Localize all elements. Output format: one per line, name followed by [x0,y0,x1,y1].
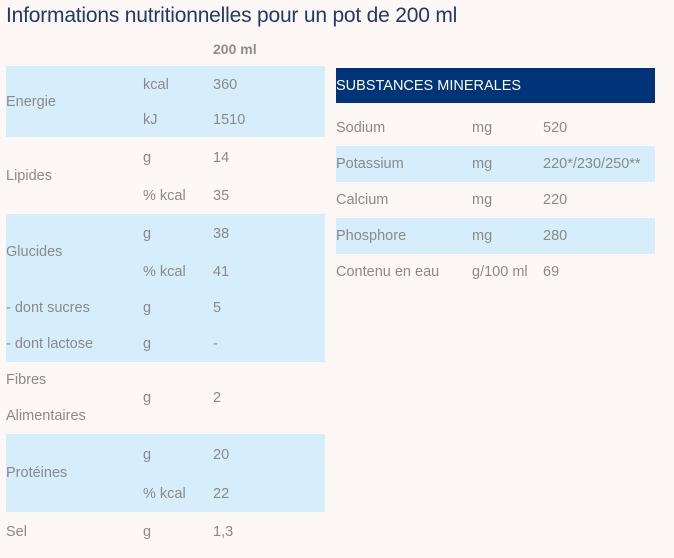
group-label: Glucides [6,244,63,260]
unit-cell: % kcal [143,188,186,204]
group-label: Lipides [6,167,52,184]
mineral-row-potassium: Potassium mg 220*/230/250** [336,146,655,182]
row-label: Contenu en eau [336,264,440,280]
table-row: g 20 [6,434,325,475]
unit-cell: mg [472,156,493,172]
mineral-row-sodium: Sodium mg 520 [336,110,655,146]
group-label: Fibres Alimentaires [6,362,86,434]
unit-cell: g [143,226,152,242]
unit-cell: kcal [143,76,169,93]
table-row: kcal 360 [6,66,325,103]
mineral-row-eau: Contenu en eau g/100 ml 69 [336,254,655,290]
value-cell: 1510 [213,112,246,128]
value-cell: 14 [213,149,230,166]
row-label: Sodium [336,120,386,136]
unit-cell: mg [472,192,493,208]
value-cell: 41 [213,264,230,280]
row-label: - dont lactose [6,336,94,352]
minerals-header: SUBSTANCES MINERALES [336,68,655,103]
group-label-line: Alimentaires [6,408,86,424]
table-row: % kcal 41 [6,254,325,290]
table-row: % kcal 35 [6,178,325,214]
row-label: Calcium [336,192,389,208]
unit-cell: mg [472,120,493,136]
value-cell: 38 [213,226,230,242]
value-cell: 22 [213,485,230,502]
group-label: Protéines [6,465,68,481]
unit-cell: % kcal [143,264,186,280]
minerals-table: SUBSTANCES MINERALES Sodium mg 520 Potas… [336,68,655,290]
unit-cell: g [143,336,152,352]
value-cell: - [213,336,218,352]
mineral-row-phosphore: Phosphore mg 280 [336,218,655,254]
mineral-row-calcium: Calcium mg 220 [336,182,655,218]
group-glucides: Glucides g 38 % kcal 41 [6,214,325,290]
value-cell: 220*/230/250** [543,156,641,172]
unit-cell: % kcal [143,485,186,502]
unit-cell: g [143,300,152,316]
unit-cell: g/100 ml [472,264,528,280]
value-cell: 220 [543,192,568,208]
unit-cell: mg [472,228,493,244]
value-cell: 5 [213,300,222,316]
group-fibres: Fibres Alimentaires g 2 [6,362,325,434]
table-row-sucres: - dont sucres g 5 [6,290,325,326]
table-row: g 14 [6,137,325,178]
page-title: Informations nutritionnelles pour un pot… [6,4,458,27]
unit-cell: g [143,446,152,463]
unit-cell: kJ [143,112,158,128]
row-label: Phosphore [336,228,407,244]
table-row-sel: Sel g 1,3 [6,512,325,552]
table-row: % kcal 22 [6,475,325,512]
group-lipides: Lipides g 14 % kcal 35 [6,137,325,214]
group-proteines: Protéines g 20 % kcal 22 [6,434,325,512]
table-row-lactose: - dont lactose g - [6,326,325,362]
unit-cell: g [143,390,152,406]
group-label-line: Fibres [6,372,47,388]
table-row: g 38 [6,214,325,254]
value-cell: 520 [543,120,568,136]
value-cell: 1,3 [213,524,234,540]
value-cell: 20 [213,446,230,463]
value-cell: 2 [213,390,222,406]
group-label: Energie [6,93,56,110]
row-label: Sel [6,524,27,540]
nutrition-table: Energie kcal 360 kJ 1510 Lipides g 14 % … [6,66,325,552]
group-energie: Energie kcal 360 kJ 1510 [6,66,325,137]
table-row: kJ 1510 [6,103,325,137]
value-cell: 69 [543,264,560,280]
row-label: - dont sucres [6,300,90,316]
row-label: Potassium [336,156,404,172]
unit-cell: g [143,524,152,540]
unit-cell: g [143,149,152,166]
column-header: 200 ml [213,41,257,57]
value-cell: 35 [213,188,230,204]
table-row: g 2 [6,362,325,434]
value-cell: 280 [543,228,568,244]
value-cell: 360 [213,76,238,93]
